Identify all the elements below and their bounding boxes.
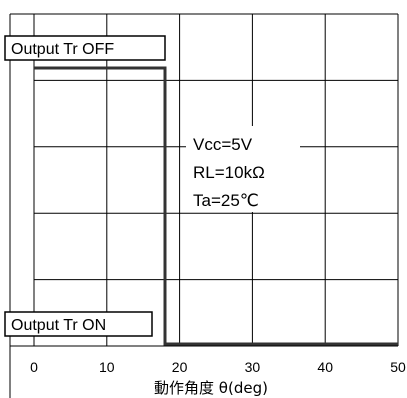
label-on-group: Output Tr ON	[4, 311, 153, 337]
x-tick-label: 40	[317, 359, 333, 375]
label-output-on: Output Tr ON	[11, 317, 106, 334]
x-tick-label: 10	[99, 359, 115, 375]
x-tick-label: 0	[30, 359, 38, 375]
label-off-box	[4, 35, 166, 61]
condition-rl: RL=10kΩ	[193, 163, 265, 182]
x-tick-labels: 0 10 20 30 40 50	[30, 359, 406, 375]
series-line-output-state	[34, 66, 398, 346]
condition-box: Vcc=5V RL=10kΩ Ta=25℃	[186, 126, 300, 212]
label-off-group: Output Tr OFF	[4, 35, 166, 61]
label-output-off: Output Tr OFF	[11, 41, 114, 58]
label-on-box	[4, 311, 153, 337]
condition-box-background	[186, 126, 300, 212]
condition-vcc: Vcc=5V	[193, 135, 253, 154]
x-tick-label: 30	[245, 359, 261, 375]
x-tick-label: 50	[390, 359, 406, 375]
x-tick-label: 20	[172, 359, 188, 375]
condition-ta: Ta=25℃	[193, 191, 259, 210]
x-axis-label: 動作角度 θ(deg)	[154, 379, 268, 397]
